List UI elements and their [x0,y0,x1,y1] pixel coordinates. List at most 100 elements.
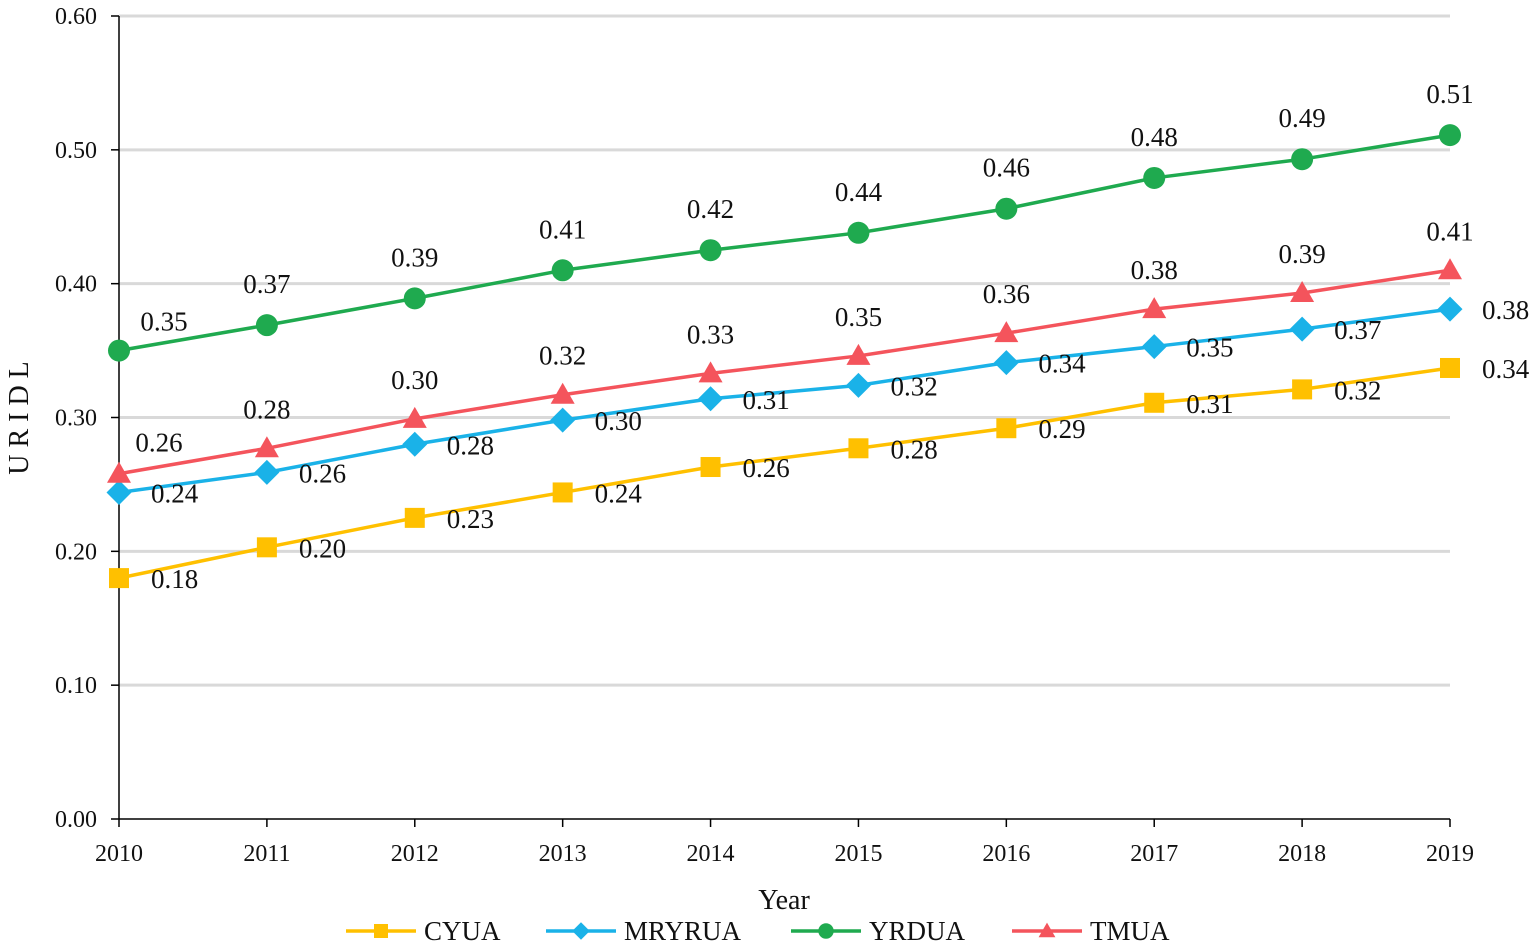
data-label-yrdua: 0.44 [835,177,883,207]
legend-label-mryrua: MRYRUA [624,916,742,946]
data-label-yrdua: 0.49 [1278,103,1325,133]
data-label-yrdua: 0.41 [539,214,586,244]
data-point-yrdua [1291,148,1314,171]
data-point-tmua [994,321,1019,343]
data-label-yrdua: 0.37 [243,269,290,299]
data-point-yrdua [847,221,870,244]
data-label-tmua: 0.39 [1278,239,1325,269]
data-point-tmua [254,436,279,458]
data-label-mryrua: 0.35 [1186,333,1233,363]
data-label-mryrua: 0.37 [1334,315,1381,345]
data-label-yrdua: 0.51 [1426,79,1473,109]
series-line-cyua [118,366,1451,580]
axes [118,16,1450,820]
data-point-cyua [109,568,129,589]
legend-item-tmua: TMUA [1012,916,1170,946]
data-labels: 0.18 0.20 0.23 0.24 0.26 0.28 0.29 0.31 0.32 0.34… [135,79,1529,594]
data-point-mryrua [698,386,724,412]
data-label-tmua: 0.30 [391,365,438,395]
x-tick-label: 2015 [834,841,882,867]
x-tick-labels: 2010 2011 2012 2013 2014 2015 2016 2017 2018 2019 [95,819,1474,867]
data-label-cyua: 0.23 [447,504,494,534]
data-point-cyua [1292,379,1313,400]
data-label-mryrua: 0.30 [595,406,642,436]
legend-item-mryrua: MRYRUA [546,916,742,946]
data-label-mryrua: 0.26 [299,458,346,488]
legend-marker-mryrua [572,922,590,940]
legend-item-cyua: CYUA [346,916,501,946]
data-point-cyua [700,457,721,478]
data-label-tmua: 0.26 [135,428,182,458]
y-tick-label: 0.20 [55,539,97,565]
y-tick-labels: 0.00 0.10 0.20 0.30 0.40 0.50 0.60 [55,4,97,833]
series-layer [106,124,1463,589]
data-point-yrdua [1439,124,1461,147]
x-tick-label: 2019 [1426,841,1474,867]
data-label-mryrua: 0.32 [890,371,937,401]
data-label-tmua: 0.36 [983,279,1030,309]
y-tick-label: 0.30 [55,406,97,432]
data-label-cyua: 0.18 [151,564,198,594]
data-label-cyua: 0.31 [1186,389,1233,419]
data-label-cyua: 0.28 [890,434,937,464]
data-point-yrdua [403,287,426,310]
x-tick-label: 2018 [1278,841,1326,867]
data-point-cyua [1440,357,1460,378]
data-point-cyua [1144,392,1165,413]
data-point-yrdua [699,239,722,262]
legend-marker-tmua [1038,922,1056,938]
data-point-mryrua [402,431,428,457]
data-point-cyua [404,507,425,528]
x-tick-label: 2017 [1130,841,1178,867]
legend-label-yrdua: YRDUA [869,916,966,946]
data-point-tmua [698,361,723,383]
data-point-tmua [846,343,871,365]
data-point-mryrua [1289,316,1315,342]
series-line-tmua [118,268,1451,476]
data-point-tmua [1142,297,1167,319]
data-label-cyua: 0.32 [1334,375,1381,405]
data-label-tmua: 0.35 [835,302,882,332]
data-label-tmua: 0.33 [687,319,734,349]
series-mryrua [106,296,1463,505]
series-yrdua [108,124,1461,362]
legend-label-cyua: CYUA [424,916,501,946]
data-label-tmua: 0.38 [1131,255,1178,285]
legend-marker-cyua [374,924,388,938]
data-label-yrdua: 0.48 [1131,122,1178,152]
y-tick-label: 0.60 [55,4,97,30]
data-point-yrdua [995,197,1018,220]
data-label-mryrua: 0.31 [743,385,790,415]
data-label-yrdua: 0.39 [391,242,438,272]
data-label-cyua: 0.26 [743,453,790,483]
series-tmua [107,258,1462,483]
data-label-mryrua: 0.24 [151,478,199,508]
data-label-yrdua: 0.42 [687,194,734,224]
data-label-mryrua: 0.28 [447,430,494,460]
data-label-tmua: 0.41 [1426,216,1473,246]
x-tick-label: 2011 [243,841,290,867]
data-point-cyua [552,482,573,503]
legend-label-tmua: TMUA [1090,916,1170,946]
data-point-mryrua [1437,296,1463,322]
data-point-cyua [256,537,277,558]
data-label-cyua: 0.29 [1038,414,1085,444]
x-tick-label: 2010 [95,841,143,867]
data-point-mryrua [993,350,1019,376]
x-axis-title: Year [758,885,810,916]
x-tick-label: 2014 [687,841,735,867]
series-cyua [109,357,1460,589]
y-tick-label: 0.50 [55,138,97,164]
data-point-mryrua [106,479,132,505]
data-label-yrdua: 0.35 [140,307,187,337]
data-label-tmua: 0.32 [539,341,586,371]
data-label-cyua: 0.34 [1482,354,1530,384]
data-label-mryrua: 0.38 [1482,295,1529,325]
data-point-tmua [1290,281,1315,303]
y-tick-label: 0.40 [55,272,97,298]
legend-marker-yrdua [818,923,834,939]
data-point-yrdua [1143,166,1166,189]
series-line-yrdua [118,133,1451,353]
